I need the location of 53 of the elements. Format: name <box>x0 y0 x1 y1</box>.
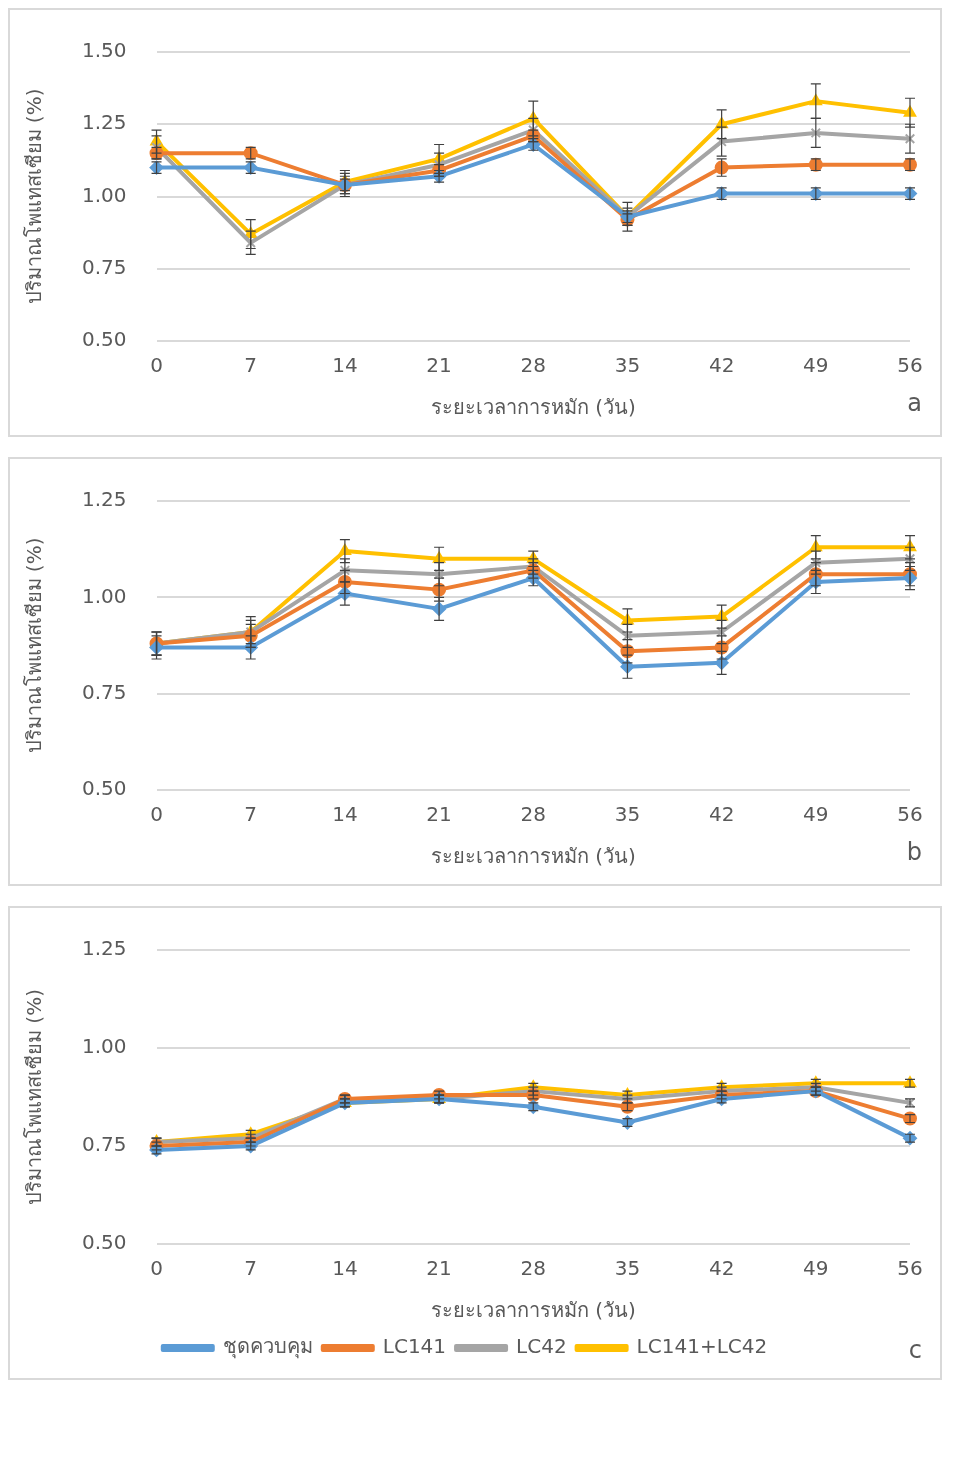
x-tick-label: 0 <box>150 1256 163 1281</box>
x-tick-label: 21 <box>426 802 452 827</box>
x-tick-label: 49 <box>803 802 829 827</box>
x-tick-label: 21 <box>426 353 452 378</box>
y-tick-label: 1.00 <box>82 583 127 608</box>
y-tick-label: 0.50 <box>82 327 127 352</box>
x-axis-title: ระยะเวลาการหมัก (วัน) <box>430 1298 636 1323</box>
legend-label: LC141 <box>382 1334 447 1359</box>
x-tick-label: 35 <box>614 353 641 378</box>
y-tick-label: 0.75 <box>82 679 127 704</box>
y-axis-title: ปริมาณโพแทสเซียม (%) <box>22 537 47 754</box>
x-tick-label: 0 <box>150 353 163 378</box>
x-tick-label: 35 <box>614 1256 641 1281</box>
legend-label: ชุดควบคุม <box>222 1334 313 1360</box>
x-axis-title: ระยะเวลาการหมัก (วัน) <box>430 395 636 420</box>
y-tick-label: 1.00 <box>82 182 127 207</box>
y-tick-label: 0.75 <box>82 254 127 279</box>
text: c <box>908 1336 922 1364</box>
x-tick-label: 14 <box>332 802 358 827</box>
x-tick-label: 28 <box>520 1256 546 1281</box>
x-tick-label: 49 <box>803 1256 829 1281</box>
x-tick-label: 7 <box>244 802 258 827</box>
x-tick-label: 7 <box>244 1256 258 1281</box>
x-tick-label: 56 <box>897 802 923 827</box>
y-tick-label: 0.50 <box>82 1230 127 1255</box>
x-tick-label: 35 <box>614 802 641 827</box>
y-axis-title: ปริมาณโพแทสเซียม (%) <box>22 989 47 1205</box>
y-tick-label: 0.50 <box>82 776 127 801</box>
x-tick-label: 14 <box>332 353 358 378</box>
x-tick-label: 42 <box>708 1256 735 1281</box>
y-axis-title: ปริมาณโพแทสเซียม (%) <box>22 88 47 305</box>
x-tick-label: 21 <box>426 1256 452 1281</box>
x-axis-title: ระยะเวลาการหมัก (วัน) <box>430 844 636 869</box>
legend-label: LC141+LC42 <box>636 1334 768 1359</box>
y-tick-label: 1.25 <box>82 487 127 512</box>
text: a <box>907 389 922 417</box>
y-tick-label: 1.25 <box>82 936 127 961</box>
x-tick-label: 14 <box>332 1256 358 1281</box>
x-tick-label: 28 <box>520 802 546 827</box>
x-tick-label: 0 <box>150 802 163 827</box>
x-tick-label: 7 <box>244 353 258 378</box>
x-tick-label: 28 <box>520 353 546 378</box>
y-tick-label: 0.75 <box>82 1132 127 1157</box>
x-tick-label: 49 <box>803 353 829 378</box>
y-tick-label: 1.25 <box>82 110 127 135</box>
y-tick-label: 1.00 <box>82 1034 127 1059</box>
x-tick-label: 42 <box>708 353 735 378</box>
x-tick-label: 56 <box>897 353 923 378</box>
y-tick-label: 1.50 <box>82 38 127 63</box>
x-tick-label: 56 <box>897 1256 923 1281</box>
x-tick-label: 42 <box>708 802 735 827</box>
text: b <box>906 838 922 866</box>
legend-label: LC42 <box>516 1334 567 1359</box>
